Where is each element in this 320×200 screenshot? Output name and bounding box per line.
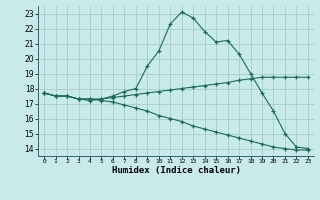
X-axis label: Humidex (Indice chaleur): Humidex (Indice chaleur)	[111, 166, 241, 175]
